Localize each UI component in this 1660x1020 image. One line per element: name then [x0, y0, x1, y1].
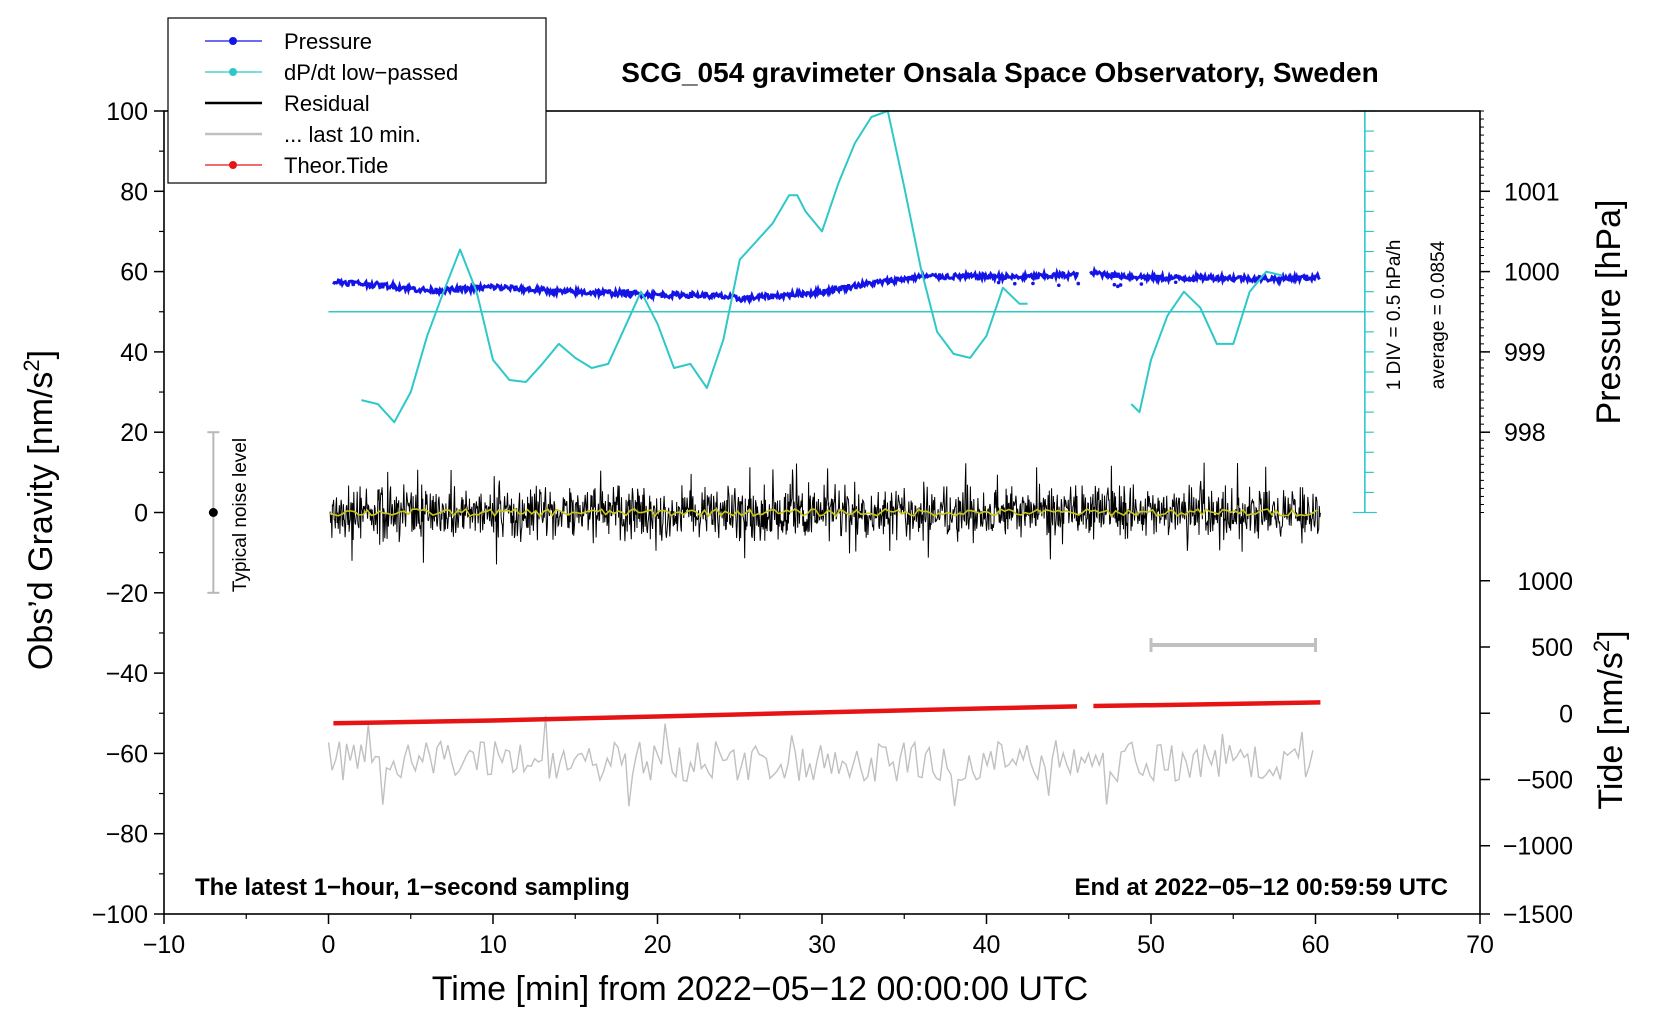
- x-tick-label: 50: [1137, 931, 1165, 959]
- pressure-trace: [1089, 265, 1321, 287]
- dpdt-trace: [361, 110, 1028, 424]
- legend-swatch-marker: [229, 68, 237, 76]
- y-tick-label: −20: [106, 580, 148, 608]
- y-axis-label: Obs’d Gravity [nm/s2]: [19, 350, 60, 670]
- y-tick-label: 60: [120, 259, 148, 287]
- pressure-outlier-point: [1173, 280, 1178, 285]
- chart-title: SCG_054 gravimeter Onsala Space Observat…: [621, 57, 1378, 88]
- y-tick-label: 100: [106, 98, 148, 126]
- pressure-tick-label: 998: [1504, 419, 1546, 447]
- y-tick-label: 20: [120, 419, 148, 447]
- x-tick-label: 60: [1302, 931, 1330, 959]
- dpdt-trace: [1130, 270, 1283, 414]
- pressure-tick-label: 999: [1504, 339, 1546, 367]
- pressure-outlier-point: [996, 280, 1001, 285]
- axes-layer: −10 0 10 20 30 40 50 60 70100806040200−20−40−60−…: [92, 98, 1573, 959]
- noise-level-label: Typical noise level: [230, 438, 251, 592]
- legend-label: ... last 10 min.: [284, 122, 421, 147]
- legend-swatch-marker: [229, 161, 237, 169]
- dpdt-average-label: average = 0.0854: [1428, 240, 1449, 389]
- x-axis-label: Time [min] from 2022−05−12 00:00:00 UTC: [432, 970, 1088, 1008]
- tide-tick-label: −1000: [1503, 833, 1573, 861]
- series-layer: [207, 110, 1377, 807]
- pressure-outlier-point: [1116, 284, 1120, 289]
- legend-label: Theor.Tide: [284, 153, 388, 178]
- legend: Pressure dP/dt low−passed Residual ... last…: [167, 17, 547, 184]
- tide-tick-label: 1000: [1517, 568, 1573, 596]
- x-tick-label: −10: [143, 931, 185, 959]
- end-time-note: End at 2022−05−12 00:59:59 UTC: [1074, 874, 1448, 901]
- tide-tick-label: 500: [1531, 634, 1573, 662]
- pressure-outlier-point: [1112, 282, 1117, 287]
- tide-trace: [333, 704, 1078, 726]
- pressure-outlier-point: [1139, 282, 1144, 286]
- noise-bar-center: [208, 508, 218, 517]
- x-tick-label: 0: [322, 931, 336, 959]
- y-tick-label: −40: [106, 660, 148, 688]
- tide-tick-label: 0: [1559, 700, 1573, 728]
- y-tick-label: 80: [120, 178, 148, 206]
- sampling-note: The latest 1−hour, 1−second sampling: [195, 874, 630, 901]
- x-tick-label: 10: [479, 931, 507, 959]
- y-tick-label: −80: [106, 821, 148, 849]
- tide-trace: [1093, 700, 1321, 709]
- pressure-trace: [332, 267, 1080, 306]
- tide-tick-label: −500: [1517, 766, 1573, 794]
- legend-box: [167, 17, 547, 184]
- pressure-outlier-point: [1076, 281, 1081, 286]
- tide-axis-label-tail: ]: [1592, 630, 1630, 639]
- x-tick-label: 30: [808, 931, 836, 959]
- tide-axis-label: Tide [nm/s2]: [1589, 630, 1630, 809]
- pressure-outlier-point: [1012, 281, 1017, 286]
- legend-swatch-marker: [229, 37, 237, 45]
- y-tick-label: 40: [120, 339, 148, 367]
- y-axis-label-tail: ]: [22, 350, 60, 359]
- tide-tick-label: −1500: [1503, 901, 1573, 929]
- pressure-tick-label: 1001: [1504, 178, 1560, 206]
- y-tick-label: 0: [134, 500, 148, 528]
- pressure-outlier-point: [1057, 283, 1061, 288]
- pressure-outlier-point: [1031, 281, 1035, 286]
- pressure-outlier-point: [1118, 283, 1123, 287]
- x-tick-label: 20: [644, 931, 672, 959]
- dpdt-scale-label: 1 DIV = 0.5 hPa/h: [1384, 240, 1405, 391]
- tide-axis-label-main: Tide [nm/s: [1592, 652, 1630, 809]
- y-tick-label: −60: [106, 740, 148, 768]
- last-10-min-trace: [327, 716, 1314, 807]
- tide-axis-label-sup: 2: [1589, 640, 1614, 652]
- x-tick-label: 40: [973, 931, 1001, 959]
- y-tick-label: −100: [92, 901, 148, 929]
- residual-lowpass-trace: [329, 507, 1318, 518]
- x-tick-label: 70: [1466, 931, 1494, 959]
- legend-label: Residual: [284, 91, 370, 116]
- pressure-tick-label: 1000: [1504, 259, 1560, 287]
- y-axis-label-main: Obs’d Gravity [nm/s: [22, 372, 60, 671]
- y-axis-label-sup: 2: [19, 359, 44, 371]
- legend-label: Pressure: [284, 29, 372, 54]
- pressure-axis-label: Pressure [hPa]: [1590, 200, 1628, 425]
- legend-label: dP/dt low−passed: [284, 60, 458, 85]
